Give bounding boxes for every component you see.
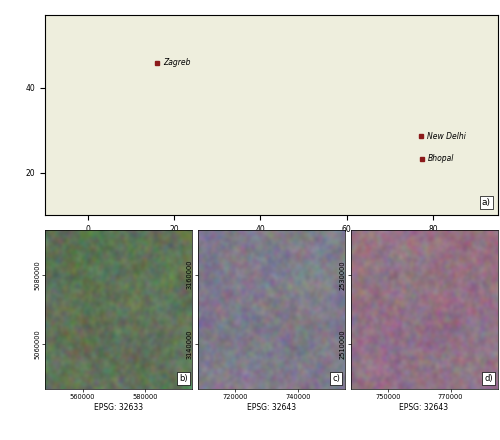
Text: Zagreb: Zagreb [164,59,191,67]
Text: New Delhi: New Delhi [428,132,466,140]
X-axis label: EPSG: 32633: EPSG: 32633 [94,403,143,412]
Text: c): c) [332,374,340,383]
Text: a): a) [482,198,490,207]
X-axis label: EPSG: 32643: EPSG: 32643 [246,403,296,412]
Text: d): d) [484,374,493,383]
Text: b): b) [179,374,188,383]
Text: Bhopal: Bhopal [428,154,454,163]
X-axis label: EPSG: 32643: EPSG: 32643 [400,403,448,412]
